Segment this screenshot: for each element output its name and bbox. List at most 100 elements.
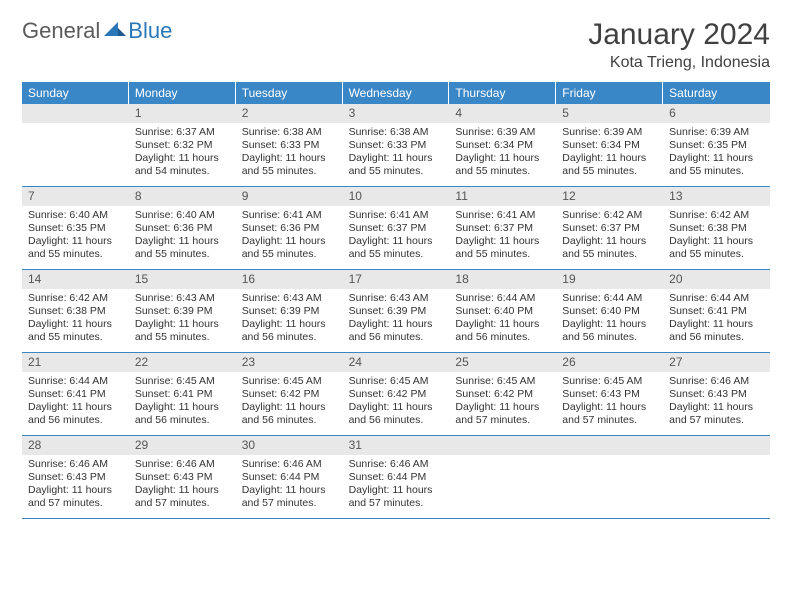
sunrise-text: Sunrise: 6:46 AM [349,458,444,471]
week-row: 21Sunrise: 6:44 AMSunset: 6:41 PMDayligh… [22,353,770,436]
sunrise-text: Sunrise: 6:40 AM [135,209,230,222]
calendar: Sunday Monday Tuesday Wednesday Thursday… [22,82,770,519]
day-cell [556,436,663,518]
day-cell [449,436,556,518]
sunrise-text: Sunrise: 6:41 AM [455,209,550,222]
day-cell: 4Sunrise: 6:39 AMSunset: 6:34 PMDaylight… [449,104,556,186]
week-row: 7Sunrise: 6:40 AMSunset: 6:35 PMDaylight… [22,187,770,270]
day-cell: 10Sunrise: 6:41 AMSunset: 6:37 PMDayligh… [343,187,450,269]
sunset-text: Sunset: 6:37 PM [562,222,657,235]
day-header-fri: Friday [556,82,663,104]
sunrise-text: Sunrise: 6:39 AM [669,126,764,139]
sunset-text: Sunset: 6:35 PM [669,139,764,152]
day-content: Sunrise: 6:46 AMSunset: 6:43 PMDaylight:… [22,455,129,517]
day-cell: 14Sunrise: 6:42 AMSunset: 6:38 PMDayligh… [22,270,129,352]
daylight-text: Daylight: 11 hours and 56 minutes. [455,318,550,344]
day-content: Sunrise: 6:41 AMSunset: 6:37 PMDaylight:… [343,206,450,268]
sunrise-text: Sunrise: 6:45 AM [455,375,550,388]
week-row: 28Sunrise: 6:46 AMSunset: 6:43 PMDayligh… [22,436,770,519]
day-cell: 13Sunrise: 6:42 AMSunset: 6:38 PMDayligh… [663,187,770,269]
daylight-text: Daylight: 11 hours and 55 minutes. [562,152,657,178]
sunrise-text: Sunrise: 6:42 AM [669,209,764,222]
day-content: Sunrise: 6:46 AMSunset: 6:43 PMDaylight:… [129,455,236,517]
day-content: Sunrise: 6:40 AMSunset: 6:35 PMDaylight:… [22,206,129,268]
empty-day-bar [449,436,556,455]
day-content: Sunrise: 6:45 AMSunset: 6:41 PMDaylight:… [129,372,236,434]
day-content: Sunrise: 6:38 AMSunset: 6:33 PMDaylight:… [236,123,343,185]
day-number: 16 [236,270,343,289]
day-content: Sunrise: 6:42 AMSunset: 6:37 PMDaylight:… [556,206,663,268]
sunset-text: Sunset: 6:38 PM [28,305,123,318]
sunset-text: Sunset: 6:37 PM [349,222,444,235]
sunrise-text: Sunrise: 6:42 AM [28,292,123,305]
day-content: Sunrise: 6:46 AMSunset: 6:44 PMDaylight:… [236,455,343,517]
daylight-text: Daylight: 11 hours and 55 minutes. [28,235,123,261]
day-number: 28 [22,436,129,455]
sunset-text: Sunset: 6:36 PM [242,222,337,235]
day-content: Sunrise: 6:46 AMSunset: 6:44 PMDaylight:… [343,455,450,517]
sunrise-text: Sunrise: 6:41 AM [242,209,337,222]
day-content: Sunrise: 6:43 AMSunset: 6:39 PMDaylight:… [129,289,236,351]
sunrise-text: Sunrise: 6:45 AM [349,375,444,388]
day-cell: 9Sunrise: 6:41 AMSunset: 6:36 PMDaylight… [236,187,343,269]
sunrise-text: Sunrise: 6:46 AM [669,375,764,388]
sunrise-text: Sunrise: 6:38 AM [242,126,337,139]
sunset-text: Sunset: 6:42 PM [455,388,550,401]
day-number: 19 [556,270,663,289]
sunset-text: Sunset: 6:39 PM [349,305,444,318]
day-number: 20 [663,270,770,289]
day-header-tue: Tuesday [236,82,343,104]
sunrise-text: Sunrise: 6:46 AM [28,458,123,471]
daylight-text: Daylight: 11 hours and 55 minutes. [28,318,123,344]
daylight-text: Daylight: 11 hours and 56 minutes. [349,401,444,427]
location: Kota Trieng, Indonesia [588,54,770,72]
daylight-text: Daylight: 11 hours and 57 minutes. [455,401,550,427]
day-content: Sunrise: 6:43 AMSunset: 6:39 PMDaylight:… [343,289,450,351]
day-header-mon: Monday [129,82,236,104]
sunrise-text: Sunrise: 6:46 AM [135,458,230,471]
day-header-thu: Thursday [449,82,556,104]
day-content: Sunrise: 6:42 AMSunset: 6:38 PMDaylight:… [22,289,129,351]
sunset-text: Sunset: 6:42 PM [349,388,444,401]
sunset-text: Sunset: 6:39 PM [242,305,337,318]
daylight-text: Daylight: 11 hours and 56 minutes. [28,401,123,427]
day-cell: 16Sunrise: 6:43 AMSunset: 6:39 PMDayligh… [236,270,343,352]
day-content: Sunrise: 6:44 AMSunset: 6:41 PMDaylight:… [22,372,129,434]
day-number: 9 [236,187,343,206]
logo-text-general: General [22,18,100,44]
day-content: Sunrise: 6:45 AMSunset: 6:43 PMDaylight:… [556,372,663,434]
day-number: 15 [129,270,236,289]
sunset-text: Sunset: 6:44 PM [349,471,444,484]
daylight-text: Daylight: 11 hours and 57 minutes. [135,484,230,510]
day-header-row: Sunday Monday Tuesday Wednesday Thursday… [22,82,770,104]
sunrise-text: Sunrise: 6:46 AM [242,458,337,471]
daylight-text: Daylight: 11 hours and 57 minutes. [669,401,764,427]
day-number: 21 [22,353,129,372]
daylight-text: Daylight: 11 hours and 57 minutes. [28,484,123,510]
day-content: Sunrise: 6:45 AMSunset: 6:42 PMDaylight:… [236,372,343,434]
day-number: 11 [449,187,556,206]
sunset-text: Sunset: 6:37 PM [455,222,550,235]
month-title: January 2024 [588,18,770,52]
day-cell: 19Sunrise: 6:44 AMSunset: 6:40 PMDayligh… [556,270,663,352]
daylight-text: Daylight: 11 hours and 54 minutes. [135,152,230,178]
sunrise-text: Sunrise: 6:45 AM [135,375,230,388]
daylight-text: Daylight: 11 hours and 57 minutes. [242,484,337,510]
daylight-text: Daylight: 11 hours and 56 minutes. [135,401,230,427]
sunrise-text: Sunrise: 6:45 AM [242,375,337,388]
day-cell: 23Sunrise: 6:45 AMSunset: 6:42 PMDayligh… [236,353,343,435]
day-content: Sunrise: 6:45 AMSunset: 6:42 PMDaylight:… [343,372,450,434]
week-row: 1Sunrise: 6:37 AMSunset: 6:32 PMDaylight… [22,104,770,187]
sunset-text: Sunset: 6:33 PM [349,139,444,152]
sunrise-text: Sunrise: 6:44 AM [28,375,123,388]
day-content: Sunrise: 6:39 AMSunset: 6:34 PMDaylight:… [449,123,556,185]
day-number: 7 [22,187,129,206]
sunrise-text: Sunrise: 6:41 AM [349,209,444,222]
day-content: Sunrise: 6:43 AMSunset: 6:39 PMDaylight:… [236,289,343,351]
day-cell: 24Sunrise: 6:45 AMSunset: 6:42 PMDayligh… [343,353,450,435]
sunrise-text: Sunrise: 6:43 AM [135,292,230,305]
day-content: Sunrise: 6:44 AMSunset: 6:40 PMDaylight:… [449,289,556,351]
day-number: 24 [343,353,450,372]
sunrise-text: Sunrise: 6:37 AM [135,126,230,139]
sunrise-text: Sunrise: 6:42 AM [562,209,657,222]
